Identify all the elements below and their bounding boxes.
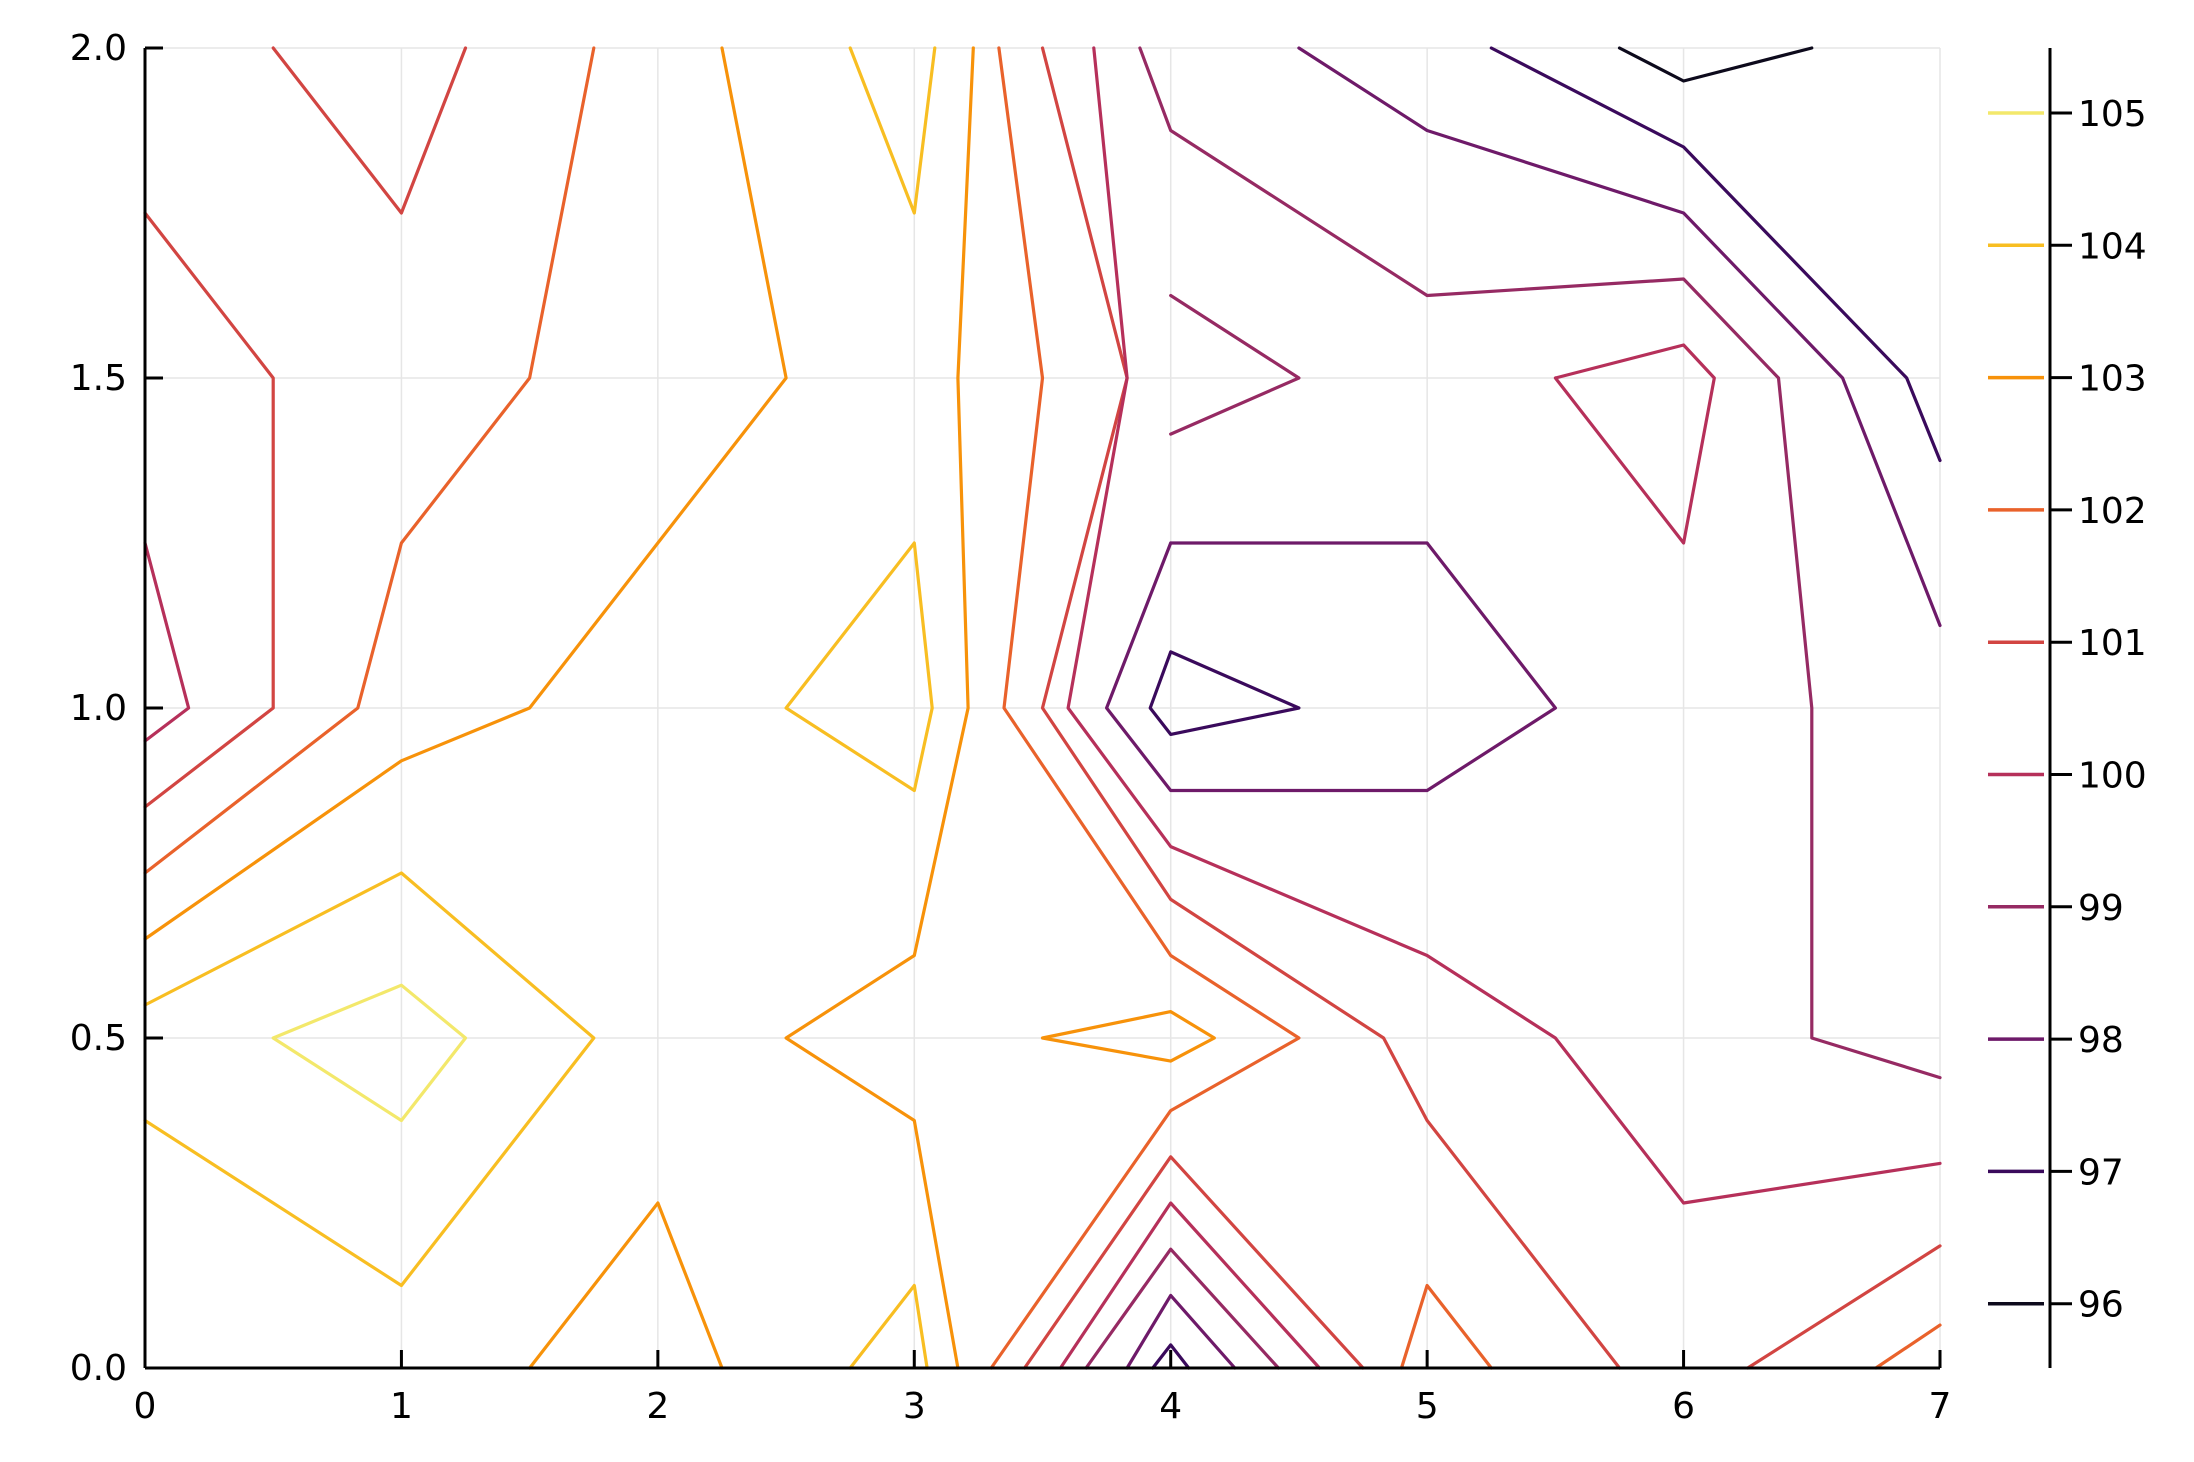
contour-line-96-31 <box>1617 46 1814 83</box>
y-axis-ticks: 0.0 0.5 1.0 1.5 2.0 <box>70 28 163 1389</box>
contour-line-100-20 <box>1058 1201 1322 1370</box>
contour-line-104-4 <box>848 1283 929 1370</box>
x-tick-label-1: 1 <box>390 1386 413 1427</box>
contour-line-103-7 <box>784 46 975 1370</box>
contour-lines <box>143 46 1942 1370</box>
colorbar-label-101: 101 <box>2078 623 2147 664</box>
contour-line-104-2 <box>848 46 937 215</box>
contour-line-98-25 <box>1297 46 1942 628</box>
x-tick-label-0: 0 <box>134 1386 157 1427</box>
contour-line-100-18 <box>143 541 191 743</box>
contour-line-97-30 <box>1151 1343 1191 1370</box>
colorbar-label-105: 105 <box>2078 94 2147 135</box>
colorbar: 105 104 103 102 101 100 99 98 97 96 <box>1988 48 2147 1368</box>
x-tick-label-5: 5 <box>1416 1386 1439 1427</box>
contour-line-99-24 <box>1169 293 1301 436</box>
contour-line-104-3 <box>784 541 934 793</box>
contour-line-101-13 <box>271 46 468 215</box>
colorbar-label-100: 100 <box>2078 756 2147 797</box>
contour-line-98-27 <box>1125 1293 1237 1370</box>
colorbar-label-96: 96 <box>2078 1285 2124 1326</box>
colorbar-label-97: 97 <box>2078 1152 2124 1193</box>
contour-line-102-12 <box>1874 1323 1942 1370</box>
contour-line-101-17 <box>1746 1244 1942 1370</box>
colorbar-label-99: 99 <box>2078 888 2124 929</box>
y-tick-label-1: 0.5 <box>70 1018 127 1059</box>
contour-line-99-22 <box>1138 46 1942 1080</box>
colorbar-label-102: 102 <box>2078 491 2147 532</box>
x-tick-label-6: 6 <box>1672 1386 1695 1427</box>
contour-line-101-14 <box>143 211 275 809</box>
contour-line-102-10 <box>989 46 1301 1370</box>
contour-line-104-1 <box>143 871 596 1288</box>
contour-line-99-23 <box>1084 1247 1281 1370</box>
y-tick-label-2: 1.0 <box>70 688 127 729</box>
contour-line-97-28 <box>1489 46 1942 463</box>
contour-line-103-8 <box>1040 1009 1216 1063</box>
x-tick-label-4: 4 <box>1159 1386 1182 1427</box>
y-tick-label-4: 2.0 <box>70 28 127 69</box>
contour-line-102-11 <box>1399 1283 1493 1370</box>
y-tick-label-3: 1.5 <box>70 358 127 399</box>
x-tick-label-2: 2 <box>646 1386 669 1427</box>
contour-line-98-26 <box>1104 541 1558 793</box>
x-tick-label-7: 7 <box>1929 1386 1952 1427</box>
contour-line-102-9 <box>143 46 596 875</box>
contour-line-100-19 <box>1066 46 1942 1205</box>
contour-line-103-5 <box>143 46 788 941</box>
y-tick-label-0: 0.0 <box>70 1348 127 1389</box>
contour-line-100-21 <box>1553 343 1716 545</box>
colorbar-label-98: 98 <box>2078 1020 2124 1061</box>
x-tick-label-3: 3 <box>903 1386 926 1427</box>
colorbar-label-103: 103 <box>2078 359 2147 400</box>
contour-line-97-29 <box>1148 650 1301 737</box>
contour-line-101-16 <box>1022 1155 1365 1370</box>
colorbar-label-104: 104 <box>2078 226 2147 267</box>
x-axis-ticks: 0 1 2 3 4 5 6 7 <box>134 1350 1952 1427</box>
contour-line-105-0 <box>271 983 468 1123</box>
contour-line-103-6 <box>527 1201 724 1370</box>
